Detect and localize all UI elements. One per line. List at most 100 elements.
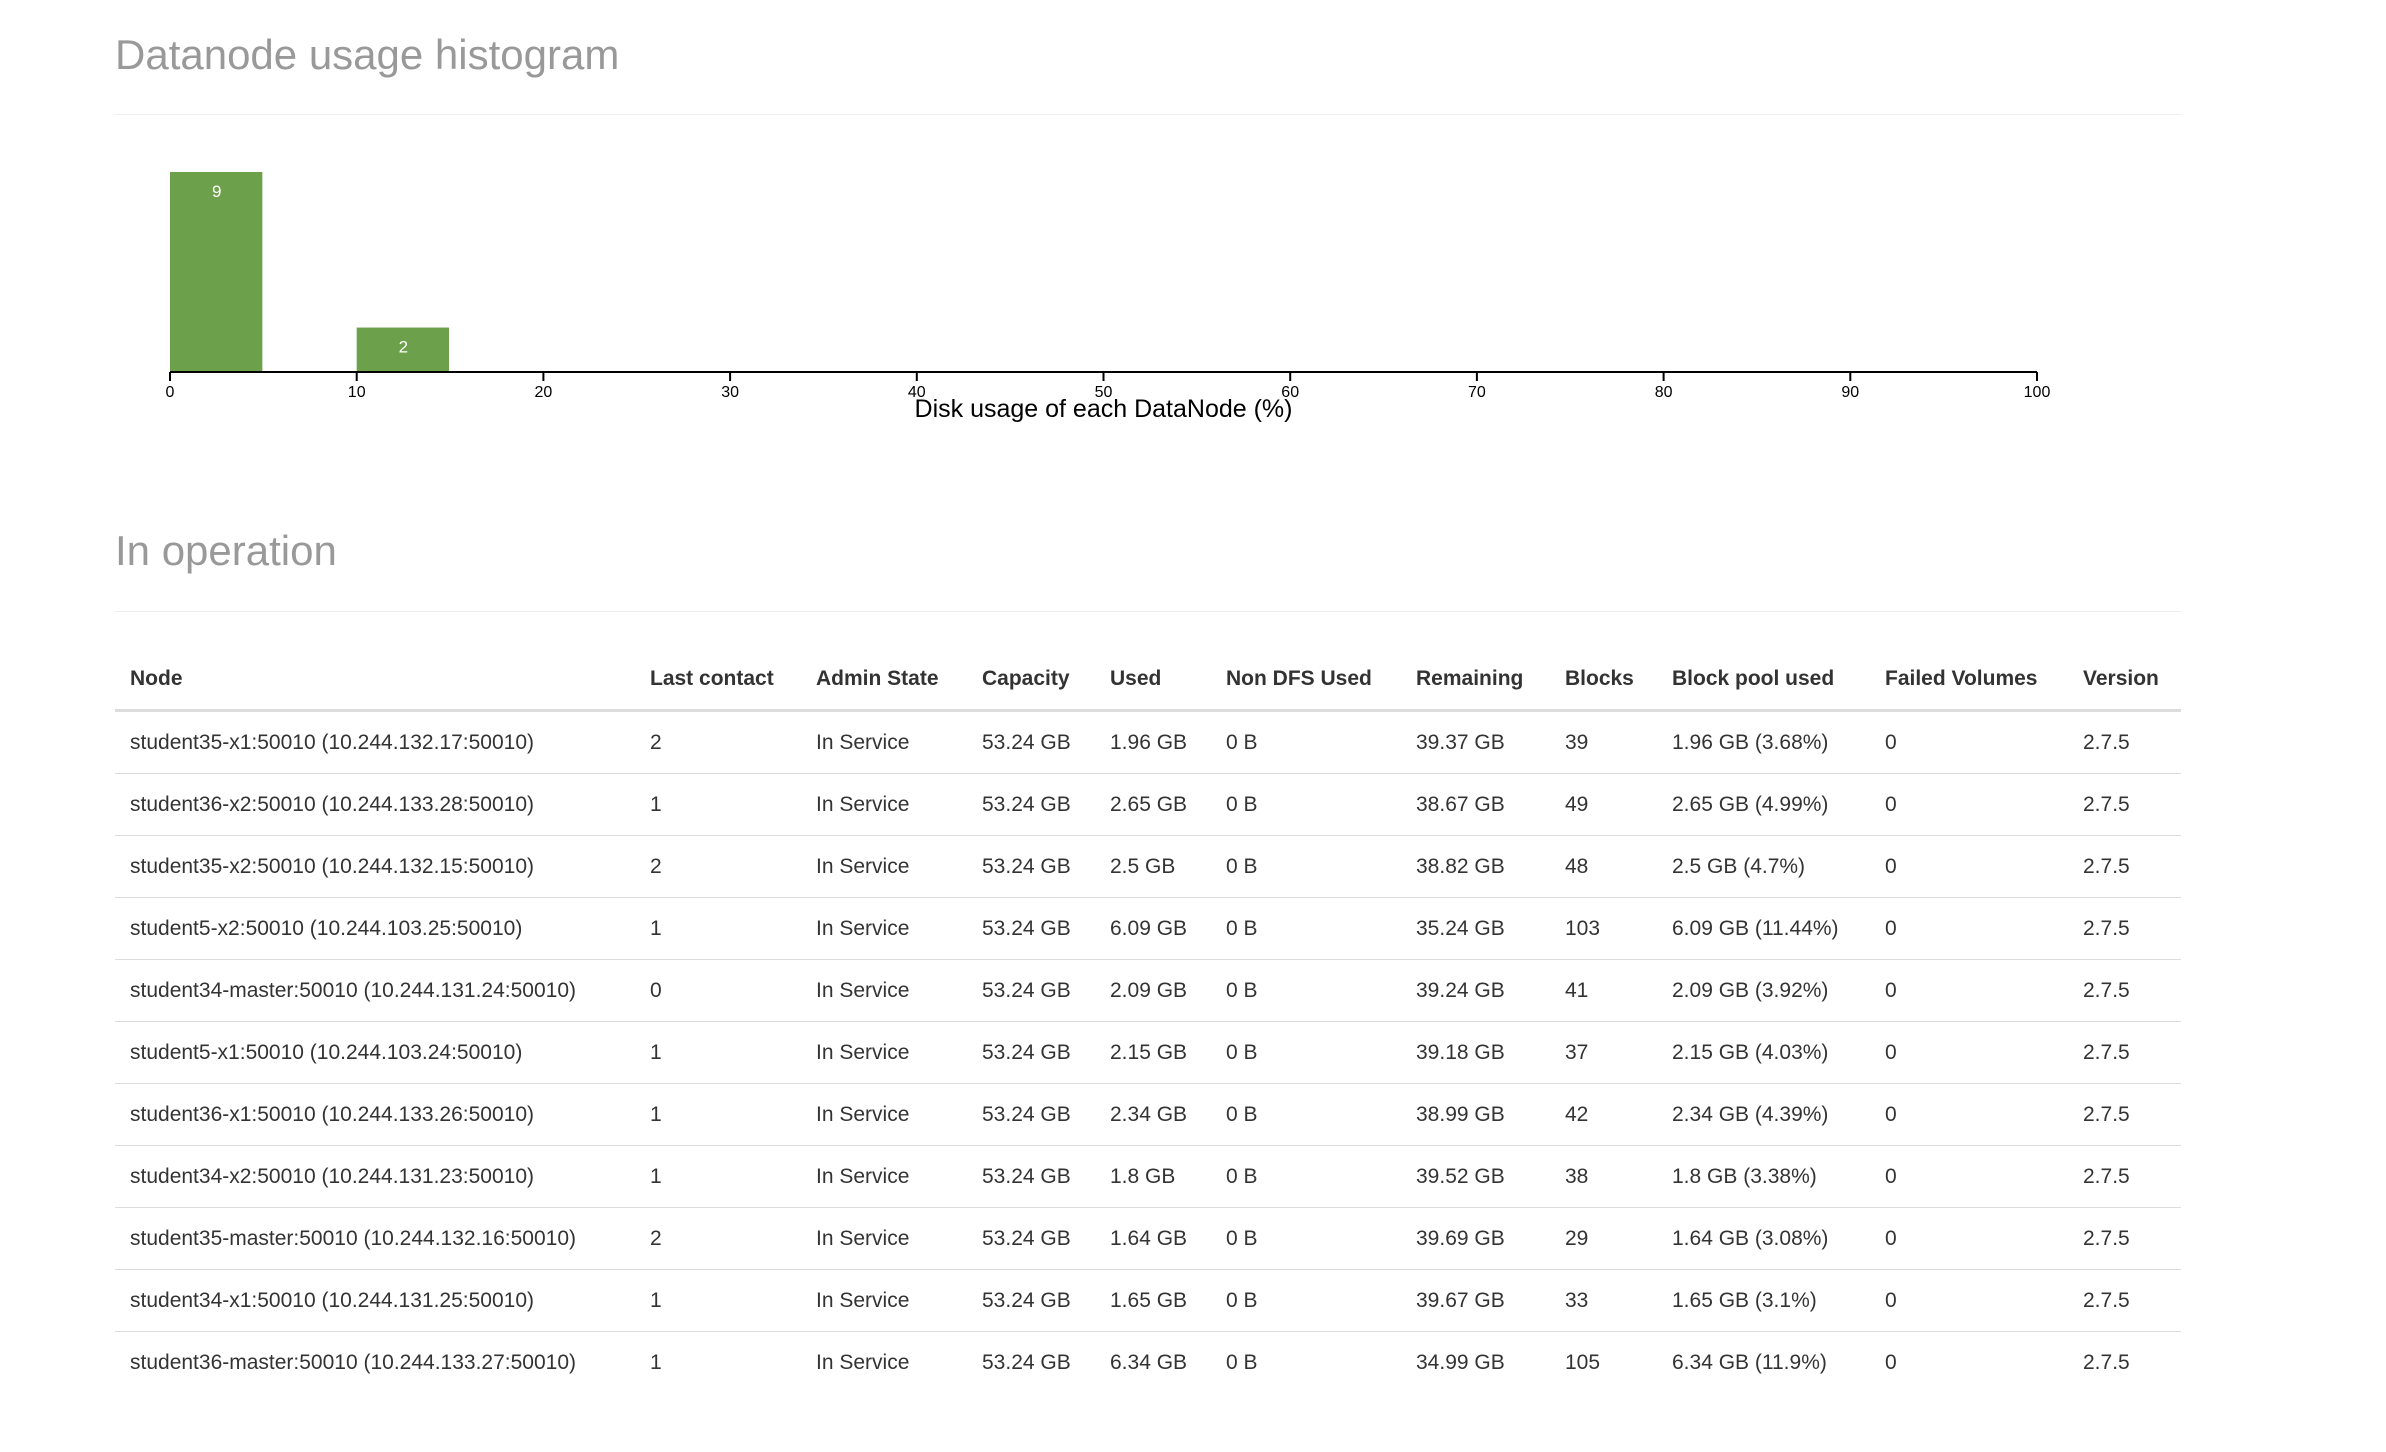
table-row: student35-x2:50010 (10.244.132.15:50010)… <box>115 835 2181 898</box>
cell-capacity: 53.24 GB <box>982 730 1071 754</box>
cell-admin-state: In Service <box>801 897 967 960</box>
cell-admin-state: In Service <box>801 959 967 1022</box>
cell-block-pool-used: 2.65 GB (4.99%) <box>1657 773 1870 836</box>
cell-used: 6.09 GB <box>1095 897 1211 960</box>
cell-block-pool-used: 1.8 GB (3.38%) <box>1657 1145 1870 1208</box>
column-header-capacity[interactable]: Capacity <box>967 648 1095 712</box>
cell-remaining: 39.69 GB <box>1401 1207 1550 1270</box>
cell-remaining: 39.52 GB <box>1401 1145 1550 1208</box>
cell-failed-volumes: 0 <box>1870 897 2068 960</box>
cell-last-contact: 0 <box>635 959 801 1022</box>
table-row: student36-x1:50010 (10.244.133.26:50010)… <box>115 1083 2181 1146</box>
cell-admin-state: In Service <box>801 1145 967 1208</box>
cell-blocks: 103 <box>1550 897 1657 960</box>
cell-capacity: 53.24 GB <box>967 1021 1095 1084</box>
table-row: student35-x1:50010 (10.244.132.17:50010)… <box>115 711 2181 774</box>
cell-last-contact: 1 <box>635 897 801 960</box>
cell-blocks: 39 <box>1565 730 1589 754</box>
cell-last-contact: 1 <box>635 773 801 836</box>
cell-used: 2.34 GB <box>1095 1083 1211 1146</box>
cell-node: student34-x1:50010 (10.244.131.25:50010) <box>115 1269 635 1332</box>
cell-failed-volumes: 0 <box>1870 1021 2068 1084</box>
column-header-node[interactable]: Node <box>115 648 635 712</box>
cell-failed-volumes: 0 <box>1870 1083 2068 1146</box>
cell-remaining: 38.82 GB <box>1401 835 1550 898</box>
datanode-table: Node Last contact Admin State Capacity Used N… <box>115 648 2181 1393</box>
cell-blocks: 33 <box>1550 1269 1657 1332</box>
column-header-remaining[interactable]: Remaining <box>1401 648 1550 712</box>
cell-last-contact: 2 <box>650 730 662 754</box>
cell-node: student5-x2:50010 (10.244.103.25:50010) <box>115 897 635 960</box>
cell-admin-state: In Service <box>801 1083 967 1146</box>
cell-non-dfs-used: 0 B <box>1211 959 1401 1022</box>
cell-non-dfs-used: 0 B <box>1211 897 1401 960</box>
cell-block-pool-used: 1.96 GB (3.68%) <box>1672 730 1829 754</box>
cell-block-pool-used: 2.34 GB (4.39%) <box>1657 1083 1870 1146</box>
table-body: student35-x1:50010 (10.244.132.17:50010)… <box>115 711 2181 1393</box>
histogram-bar <box>356 327 450 372</box>
cell-node: student34-master:50010 (10.244.131.24:50… <box>115 959 635 1022</box>
cell-capacity: 53.24 GB <box>967 835 1095 898</box>
in-operation-section-divider <box>115 611 2181 612</box>
datanode-table-container: Node Last contact Admin State Capacity Used N… <box>115 648 2181 1393</box>
cell-node: student5-x1:50010 (10.244.103.24:50010) <box>115 1021 635 1084</box>
cell-last-contact: 1 <box>635 1083 801 1146</box>
column-header-last-contact[interactable]: Last contact <box>635 648 801 712</box>
cell-version: 2.7.5 <box>2068 1207 2181 1270</box>
cell-non-dfs-used: 0 B <box>1211 1021 1401 1084</box>
cell-used: 2.15 GB <box>1095 1021 1211 1084</box>
cell-node: student36-x1:50010 (10.244.133.26:50010) <box>115 1083 635 1146</box>
x-axis-tick-label: 10 <box>348 384 366 401</box>
in-operation-section-title: In operation <box>115 527 337 574</box>
x-axis-tick-label: 40 <box>908 384 926 401</box>
cell-used: 1.8 GB <box>1095 1145 1211 1208</box>
cell-non-dfs-used: 0 B <box>1211 1207 1401 1270</box>
cell-non-dfs-used: 0 B <box>1211 1331 1401 1393</box>
histogram-section-divider <box>115 114 2181 115</box>
cell-used: 2.65 GB <box>1095 773 1211 836</box>
cell-failed-volumes: 0 <box>1870 959 2068 1022</box>
table-header-row: Node Last contact Admin State Capacity Used N… <box>115 648 2181 712</box>
cell-node: student36-x2:50010 (10.244.133.28:50010) <box>115 773 635 836</box>
histogram-bar-label: 2 <box>399 338 408 357</box>
column-header-non-dfs-used[interactable]: Non DFS Used <box>1211 648 1401 712</box>
cell-capacity: 53.24 GB <box>967 1083 1095 1146</box>
column-header-used[interactable]: Used <box>1095 648 1211 712</box>
cell-node: student35-x2:50010 (10.244.132.15:50010) <box>115 835 635 898</box>
cell-failed-volumes: 0 <box>1870 1145 2068 1208</box>
cell-last-contact: 1 <box>635 1331 801 1393</box>
cell-failed-volumes: 0 <box>1870 835 2068 898</box>
cell-capacity: 53.24 GB <box>967 959 1095 1022</box>
cell-non-dfs-used: 0 B <box>1211 773 1401 836</box>
cell-remaining: 38.67 GB <box>1401 773 1550 836</box>
x-axis-tick-label: 100 <box>2024 384 2051 401</box>
table-row: student5-x2:50010 (10.244.103.25:50010) 1… <box>115 897 2181 960</box>
cell-remaining: 38.99 GB <box>1401 1083 1550 1146</box>
cell-capacity: 53.24 GB <box>967 1331 1095 1393</box>
cell-used: 2.09 GB <box>1095 959 1211 1022</box>
cell-block-pool-used: 2.5 GB (4.7%) <box>1657 835 1870 898</box>
column-header-blocks[interactable]: Blocks <box>1550 648 1657 712</box>
column-header-admin-state[interactable]: Admin State <box>801 648 967 712</box>
cell-failed-volumes: 0 <box>1870 773 2068 836</box>
cell-admin-state: In Service <box>801 1207 967 1270</box>
x-axis-tick-label: 60 <box>1281 384 1299 401</box>
cell-remaining: 34.99 GB <box>1401 1331 1550 1393</box>
table-row: student5-x1:50010 (10.244.103.24:50010) 1… <box>115 1021 2181 1084</box>
cell-non-dfs-used: 0 B <box>1211 1145 1401 1208</box>
cell-capacity: 53.24 GB <box>967 897 1095 960</box>
table-row: student36-master:50010 (10.244.133.27:50… <box>115 1331 2181 1393</box>
table-row: student35-master:50010 (10.244.132.16:50… <box>115 1207 2181 1270</box>
cell-last-contact: 1 <box>635 1145 801 1208</box>
x-axis-tick-label: 90 <box>1841 384 1859 401</box>
cell-block-pool-used: 1.65 GB (3.1%) <box>1657 1269 1870 1332</box>
cell-last-contact: 2 <box>635 1207 801 1270</box>
cell-admin-state: In Service <box>801 1021 967 1084</box>
column-header-version[interactable]: Version <box>2068 648 2181 712</box>
column-header-block-pool-used[interactable]: Block pool used <box>1657 648 1870 712</box>
column-header-failed-volumes[interactable]: Failed Volumes <box>1870 648 2068 712</box>
cell-version: 2.7.5 <box>2068 1021 2181 1084</box>
cell-node: student35-x1:50010 (10.244.132.17:50010) <box>130 730 534 754</box>
cell-version: 2.7.5 <box>2068 959 2181 1022</box>
